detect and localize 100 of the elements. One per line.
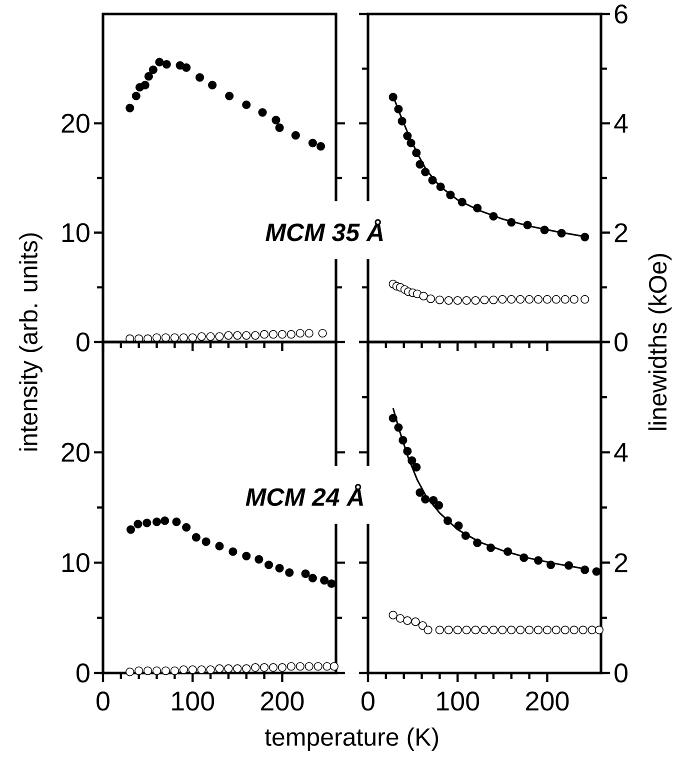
point — [140, 80, 150, 90]
point — [416, 488, 424, 497]
point — [546, 560, 556, 570]
point — [419, 292, 428, 300]
x-tick-label: 0 — [96, 692, 110, 711]
point — [132, 92, 140, 100]
point — [426, 294, 436, 304]
y-tick-label: 4 — [614, 114, 628, 133]
point — [534, 626, 543, 634]
point — [580, 232, 590, 242]
y-tick-label: 4 — [614, 443, 628, 462]
point — [388, 414, 398, 422]
point — [489, 626, 498, 634]
point — [503, 547, 512, 556]
point — [552, 626, 560, 634]
point — [192, 532, 200, 542]
point — [126, 104, 134, 112]
point — [304, 662, 314, 671]
point — [275, 564, 284, 572]
point — [388, 610, 398, 620]
point — [434, 500, 444, 510]
x-tick-label: 200 — [526, 692, 569, 711]
point — [560, 295, 570, 304]
y-axis-title: intensity (arb. units) — [19, 233, 42, 451]
point — [228, 547, 238, 556]
y-tick-label: 0 — [614, 332, 628, 352]
point — [453, 296, 462, 305]
y-axis-title: linewidths (kOe) — [648, 254, 672, 430]
point — [172, 518, 181, 526]
point — [160, 516, 170, 526]
point — [206, 332, 215, 341]
y-tick-label: 2 — [614, 223, 628, 242]
point — [314, 662, 322, 671]
point — [208, 80, 217, 90]
point — [453, 626, 462, 634]
y-tick-label: 6 — [614, 4, 628, 24]
point — [320, 576, 329, 585]
point — [260, 663, 269, 672]
point — [330, 662, 339, 671]
point — [286, 330, 296, 339]
point — [525, 295, 534, 304]
point — [406, 138, 416, 148]
annotation: MCM 24 Å — [246, 484, 363, 506]
point — [254, 555, 264, 564]
point — [443, 516, 452, 526]
point — [520, 553, 528, 562]
point — [570, 295, 578, 304]
point — [534, 556, 543, 565]
point — [580, 566, 590, 574]
point — [285, 568, 294, 577]
point — [560, 626, 570, 634]
point — [398, 436, 408, 444]
point — [296, 328, 304, 338]
y-tick-label: 0 — [76, 332, 90, 352]
point — [152, 666, 162, 676]
point — [388, 92, 398, 102]
point — [304, 328, 314, 338]
point — [162, 60, 171, 69]
point — [242, 664, 251, 673]
point — [564, 561, 574, 570]
point — [260, 330, 269, 339]
point — [534, 295, 543, 304]
point — [416, 160, 424, 169]
point — [316, 142, 326, 151]
point — [444, 296, 453, 305]
point — [403, 446, 412, 456]
point — [429, 496, 438, 505]
point — [264, 560, 274, 570]
point — [144, 72, 154, 81]
point — [454, 521, 463, 530]
point — [144, 666, 152, 676]
point — [462, 626, 471, 634]
point — [480, 626, 489, 634]
point — [411, 617, 420, 626]
point — [233, 664, 242, 673]
point — [301, 569, 310, 578]
point — [444, 626, 453, 634]
point — [421, 168, 430, 176]
point — [394, 423, 403, 432]
x-tick-label: 100 — [437, 692, 480, 711]
point — [578, 626, 588, 634]
point — [436, 182, 445, 192]
point — [251, 331, 260, 340]
point — [233, 331, 242, 340]
point — [286, 662, 296, 671]
point — [396, 614, 405, 623]
point — [278, 663, 287, 672]
point — [195, 73, 204, 82]
point — [523, 220, 532, 230]
point — [224, 331, 233, 340]
point — [473, 538, 482, 548]
point — [126, 525, 136, 534]
point — [428, 176, 437, 184]
x-tick-label: 0 — [362, 692, 374, 711]
point — [188, 665, 197, 674]
point — [134, 666, 144, 676]
point — [142, 518, 152, 528]
y-tick-label: 2 — [614, 553, 628, 572]
point — [412, 148, 421, 158]
point — [473, 204, 482, 212]
